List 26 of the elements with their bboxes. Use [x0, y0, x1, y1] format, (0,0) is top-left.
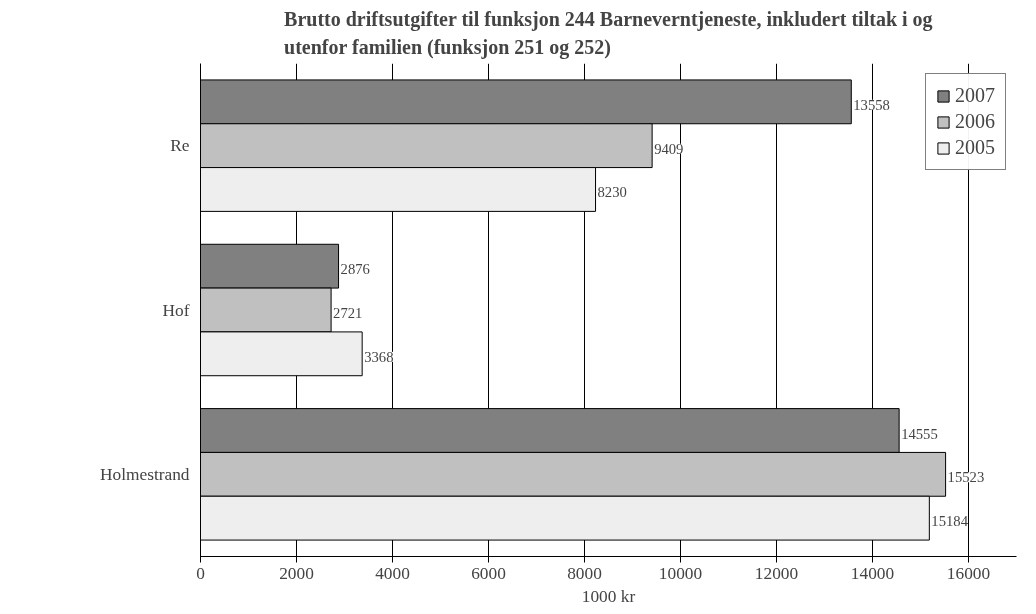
legend-label: 2007: [955, 84, 995, 107]
legend-label: 2006: [955, 110, 995, 133]
x-tick-label: 4000: [375, 563, 410, 583]
data-label: 8230: [597, 184, 627, 201]
data-label: 3368: [364, 348, 394, 365]
x-tick-label: 0: [196, 563, 205, 583]
data-label: 9409: [654, 140, 684, 157]
data-label: 2876: [340, 261, 370, 278]
x-tick-label: 8000: [567, 563, 602, 583]
y-tick-label: Holmestrand: [99, 464, 190, 484]
chart-title: Brutto driftsutgifter til funksjon 244 Barneverntjeneste, inkludert tiltak i og utenfor familien (funksjon 251 og 252): [284, 7, 933, 60]
x-tick-label: 14000: [850, 563, 895, 583]
y-tick-label: Re: [170, 136, 190, 156]
data-label: 14555: [901, 425, 938, 442]
data-label: 15184: [931, 513, 969, 530]
data-label: 15523: [947, 469, 985, 486]
x-tick-label: 6000: [471, 563, 506, 583]
y-tick-label: Hof: [162, 300, 190, 320]
x-axis-title: 1000 kr: [581, 586, 636, 606]
x-tick-label: 16000: [946, 563, 991, 583]
data-label: 2721: [333, 305, 363, 321]
legend-label: 2005: [955, 136, 995, 159]
x-tick-label: 10000: [658, 563, 703, 583]
x-tick-label: 12000: [754, 563, 799, 583]
data-label: 13558: [853, 96, 890, 113]
x-tick-label: 2000: [279, 563, 314, 583]
